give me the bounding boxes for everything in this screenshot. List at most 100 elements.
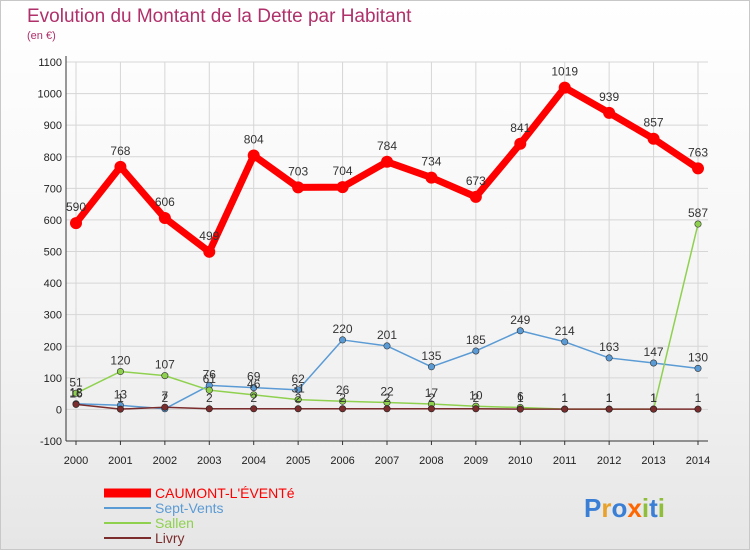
data-label: 13 <box>114 387 128 401</box>
data-point <box>603 106 616 119</box>
brand-text: Proxiti <box>584 493 665 523</box>
data-label: 1 <box>561 391 568 405</box>
x-tick-label: 2014 <box>686 455 710 467</box>
data-label: 606 <box>155 195 175 209</box>
data-label: 120 <box>110 354 130 368</box>
data-label: 7 <box>162 389 169 403</box>
data-point <box>381 155 393 168</box>
data-label: 130 <box>688 350 708 364</box>
data-point <box>114 160 127 173</box>
data-label: 1 <box>117 391 124 405</box>
data-point <box>250 405 258 413</box>
data-label: 763 <box>688 145 708 159</box>
data-label: 163 <box>599 340 619 354</box>
data-point <box>247 149 260 162</box>
data-label: 841 <box>510 121 530 135</box>
data-point <box>650 359 658 367</box>
data-label: 220 <box>333 322 353 336</box>
data-label: 673 <box>466 174 486 188</box>
data-point <box>694 364 702 372</box>
data-point <box>469 190 482 203</box>
data-point <box>294 386 302 394</box>
y-tick-label: 100 <box>44 373 62 385</box>
x-tick-label: 2013 <box>641 455 665 467</box>
data-label: 2 <box>384 391 391 405</box>
x-tick-label: 2009 <box>464 455 488 467</box>
data-label: 22 <box>380 384 394 398</box>
data-label: 1 <box>561 391 568 405</box>
data-label: 61 <box>203 372 217 386</box>
data-label: 69 <box>247 370 261 384</box>
data-point <box>294 405 302 413</box>
data-label: 499 <box>199 229 219 243</box>
data-point <box>694 405 702 413</box>
data-point <box>205 405 213 413</box>
data-point <box>72 400 80 408</box>
x-tick-label: 2002 <box>153 455 177 467</box>
y-tick-label: 800 <box>44 152 62 164</box>
data-label: 2 <box>473 391 480 405</box>
data-point <box>516 405 524 413</box>
data-label: 1 <box>517 391 524 405</box>
data-point <box>472 347 480 355</box>
data-point <box>692 162 704 175</box>
series-layer <box>70 81 704 413</box>
legend-label: Sept-Vents <box>155 500 224 516</box>
x-tick-label: 2001 <box>108 455 132 467</box>
x-tick-label: 2000 <box>64 455 88 467</box>
data-label: 51 <box>69 375 83 389</box>
data-point <box>116 368 124 376</box>
data-label: 16 <box>69 386 83 400</box>
data-label: 587 <box>688 206 708 220</box>
x-tick-label: 2005 <box>286 455 310 467</box>
data-point <box>427 405 435 413</box>
data-label: 2 <box>295 391 302 405</box>
data-label: 939 <box>599 90 619 104</box>
data-point <box>514 137 527 150</box>
data-label: 135 <box>421 349 441 363</box>
data-point <box>694 220 702 228</box>
data-label: 26 <box>336 383 350 397</box>
data-label: 17 <box>425 386 439 400</box>
tick-labels: -100 0 100 200 300 400 500 600 700 800 900 1000 1100… <box>38 57 711 467</box>
data-label: 734 <box>421 155 441 169</box>
data-point <box>116 405 124 413</box>
data-label: 107 <box>155 358 175 372</box>
data-point <box>427 363 435 371</box>
data-label: 1 <box>606 391 613 405</box>
y-tick-label: 0 <box>56 404 62 416</box>
data-label: 214 <box>555 324 575 338</box>
data-label: 201 <box>377 328 397 342</box>
data-label: 1 <box>695 391 702 405</box>
axes <box>65 56 708 445</box>
data-point <box>339 405 347 413</box>
data-point <box>561 405 569 413</box>
data-point <box>158 212 171 225</box>
data-label: 1 <box>650 391 657 405</box>
data-point <box>647 132 660 145</box>
data-label: 2 <box>250 391 257 405</box>
y-tick-label: 1000 <box>38 89 62 101</box>
data-label: 2 <box>162 391 169 405</box>
data-point <box>294 396 302 404</box>
data-label: 147 <box>644 345 664 359</box>
data-label: 768 <box>110 144 130 158</box>
data-label: 2 <box>206 391 213 405</box>
data-point <box>336 181 349 194</box>
data-label: 249 <box>510 313 530 327</box>
legend-label: Livry <box>155 530 185 546</box>
chart-title: Evolution du Montant de la Dette par Hab… <box>27 6 412 27</box>
y-tick-label: 700 <box>44 183 62 195</box>
y-tick-label: 1100 <box>38 57 62 69</box>
data-point <box>250 384 258 392</box>
data-point <box>472 405 480 413</box>
data-label: 31 <box>291 382 305 396</box>
data-label: 18 <box>69 386 83 400</box>
x-tick-label: 2010 <box>508 455 532 467</box>
data-label: 62 <box>291 372 305 386</box>
x-tick-label: 2006 <box>330 455 354 467</box>
y-tick-label: -100 <box>40 436 62 448</box>
